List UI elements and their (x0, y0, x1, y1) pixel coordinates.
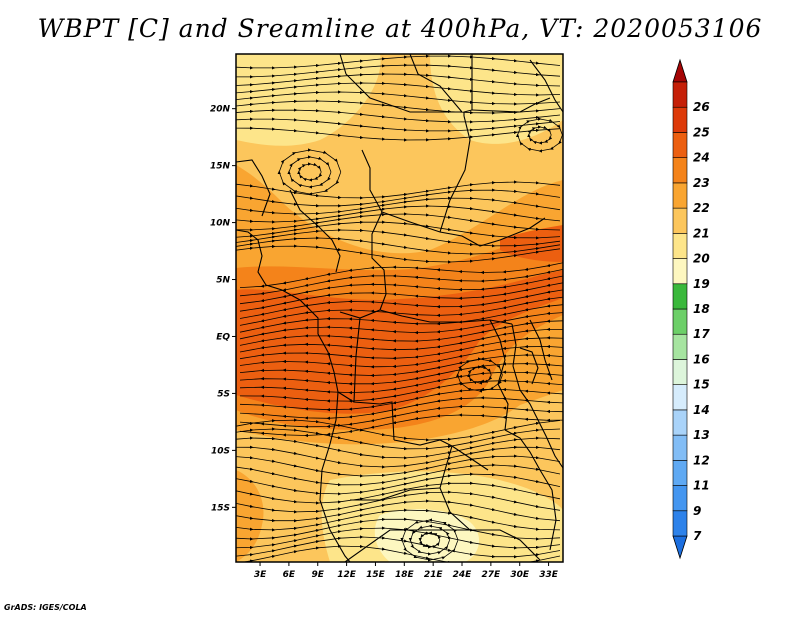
lon-tick-label: 15E (366, 570, 386, 580)
colorbar-swatch (672, 81, 688, 108)
lat-tick-label: 5S (217, 389, 230, 399)
longitude-axis: 3E 6E 9E 12E 15E 18E 21E 24E 27E 30E 33E (254, 562, 559, 580)
colorbar-swatch (672, 333, 688, 360)
colorbar-label: 12 (693, 453, 710, 467)
streamline (400, 518, 459, 562)
colorbar-swatch (672, 157, 688, 184)
streamline (241, 544, 561, 562)
colorbar-swatch (672, 132, 688, 158)
streamline (236, 126, 561, 142)
lat-tick-label: 10S (211, 446, 230, 456)
colorbar-swatch (672, 510, 688, 537)
colorbar-swatch (672, 106, 688, 133)
lat-tick-label: EQ (216, 332, 230, 342)
colorbar-swatch (672, 359, 688, 385)
colorbar-label: 14 (693, 403, 710, 417)
colorbar-swatch (672, 308, 688, 335)
colorbar-swatch (672, 485, 688, 512)
lat-tick-label: 15N (210, 162, 231, 172)
colorbar-label: 22 (693, 201, 710, 215)
colorbar-label: 15 (693, 378, 710, 392)
lat-tick-label: 20N (210, 105, 231, 115)
streamline (516, 117, 563, 153)
lon-tick-label: 21E (424, 570, 444, 580)
colorbar-swatch (672, 384, 688, 411)
colorbar-label: 18 (693, 302, 710, 316)
streamline (277, 148, 342, 196)
colorbar-bottom-arrow (672, 535, 688, 560)
colorbar-label: 11 (693, 479, 710, 493)
colorbar-label: 25 (693, 125, 710, 139)
colorbar-label: 21 (693, 226, 710, 240)
grads-credit: GrADS: IGES/COLA (4, 603, 87, 612)
latitude-axis: 20N 15N 10N 5N EQ 5S 10S 15S (210, 105, 236, 513)
colorbar-label: 17 (693, 327, 710, 341)
colorbar-swatch (672, 283, 688, 310)
lon-tick-label: 27E (482, 570, 502, 580)
colorbar-swatch (672, 434, 688, 461)
colorbar-label: 26 (693, 100, 710, 114)
lat-tick-label: 5N (216, 276, 230, 286)
colorbar: 7 9 11 12 13 14 15 16 17 18 19 20 21 22 23 24 25 26 (672, 58, 710, 560)
colorbar-label: 9 (693, 504, 701, 518)
colorbar-label: 16 (693, 352, 710, 366)
map-frame (235, 53, 564, 563)
colorbar-swatch (672, 182, 688, 209)
colorbar-label: 13 (693, 428, 710, 442)
lon-tick-label: 30E (510, 570, 530, 580)
colorbar-label: 20 (693, 252, 710, 266)
chart-title: WBPT [C] and Sreamline at 400hPa, VT: 20… (37, 14, 763, 43)
lon-tick-label: 33E (539, 570, 559, 580)
streamlines (236, 54, 563, 562)
colorbar-swatch (672, 409, 688, 436)
map-panel (236, 54, 563, 562)
lon-tick-label: 9E (312, 570, 325, 580)
lat-tick-label: 15S (211, 503, 230, 513)
colorbar-label: 24 (693, 151, 710, 165)
colorbar-swatch (672, 258, 688, 285)
lon-tick-label: 3E (254, 570, 267, 580)
colorbar-label: 19 (693, 277, 710, 291)
lon-tick-label: 12E (337, 570, 357, 580)
colorbar-swatch (672, 207, 688, 234)
colorbar-top-arrow (672, 58, 688, 83)
lon-tick-label: 18E (395, 570, 415, 580)
streamline (236, 244, 561, 264)
colorbar-swatch (672, 460, 688, 486)
streamline (456, 357, 503, 393)
lon-tick-label: 6E (283, 570, 296, 580)
lat-tick-label: 10N (210, 219, 231, 229)
colorbar-swatch (672, 233, 688, 259)
colorbar-label: 23 (693, 176, 710, 190)
lon-tick-label: 24E (453, 570, 473, 580)
colorbar-label: 7 (693, 529, 702, 543)
